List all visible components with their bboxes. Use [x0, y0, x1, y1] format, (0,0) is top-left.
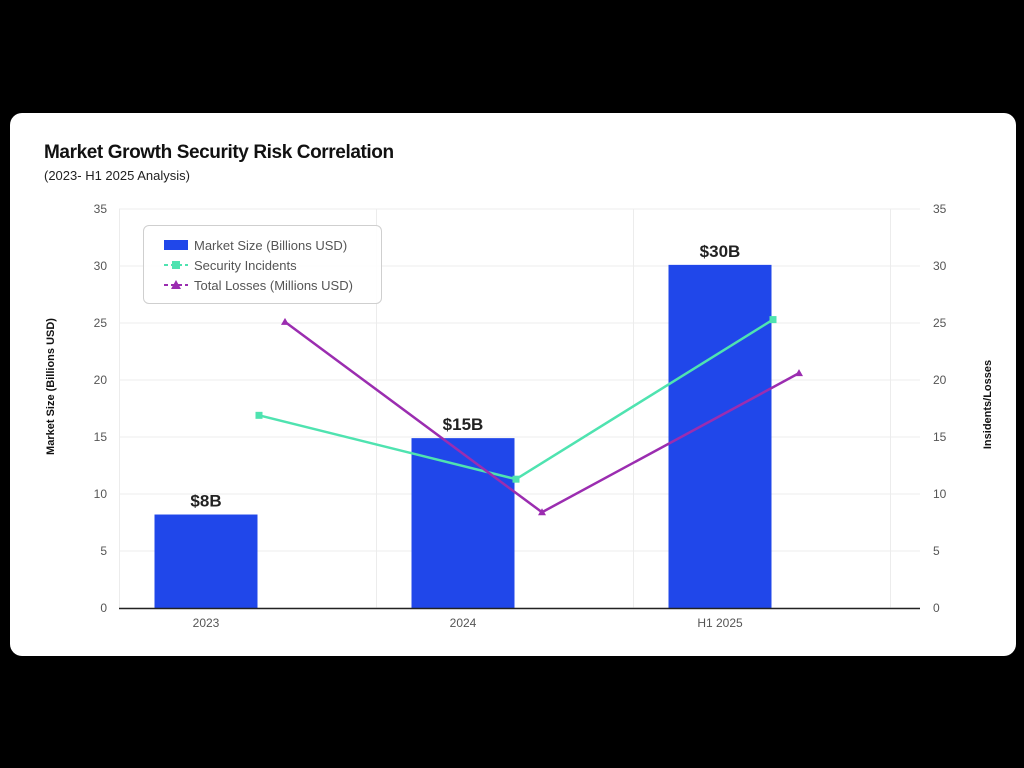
y-tick-label-left: 30: [94, 259, 108, 273]
y-tick-label-left: 10: [94, 487, 108, 501]
x-tick-label: 2024: [450, 616, 477, 630]
y-tick-label-right: 0: [933, 601, 940, 615]
legend-item-security-incidents[interactable]: Security Incidents: [164, 256, 297, 274]
chart-card: Market Growth Security Risk Correlation …: [10, 113, 1016, 656]
legend: Market Size (Billions USD) Security Inci…: [143, 225, 382, 304]
bar-data-label: $30B: [700, 242, 741, 261]
point-square-marker: [512, 475, 520, 483]
y-tick-label-left: 25: [94, 316, 108, 330]
legend-item-total-losses[interactable]: Total Losses (Millions USD): [164, 276, 353, 294]
bar-data-label: $15B: [443, 415, 484, 434]
y-tick-label-right: 20: [933, 373, 947, 387]
chart-subtitle: (2023- H1 2025 Analysis): [44, 168, 190, 183]
label-layer: $8B $15B $30B: [190, 242, 740, 511]
y-tick-label-left: 5: [100, 544, 107, 558]
point-triangle-marker: [795, 369, 803, 377]
point-triangle-marker: [538, 508, 546, 516]
legend-label: Market Size (Billions USD): [194, 237, 348, 253]
y-tick-label-right: 10: [933, 487, 947, 501]
point-square-marker: [769, 316, 777, 324]
bar-data-label: $8B: [190, 492, 221, 511]
legend-bar-swatch-icon: [164, 240, 188, 250]
combo-chart: 0 5 10 15 20 25 30 35 0 5 10 15 20 25 30 35 2023 2024 H1 2…: [45, 202, 994, 630]
y-tick-label-right: 5: [933, 544, 940, 558]
y-tick-label-left: 35: [94, 202, 108, 216]
bar-layer: [154, 264, 772, 608]
legend-label: Security Incidents: [194, 257, 297, 273]
y-tick-label-left: 15: [94, 430, 108, 444]
legend-item-market-size[interactable]: Market Size (Billions USD): [164, 236, 347, 254]
y-tick-label-right: 15: [933, 430, 947, 444]
chart-title: Market Growth Security Risk Correlation: [44, 142, 394, 163]
y-axis-title-left: Market Size (Billions USD): [45, 318, 57, 455]
legend-label: Total Losses (Millions USD): [194, 277, 353, 293]
x-tick-label: H1 2025: [697, 616, 743, 630]
point-square-marker: [255, 411, 263, 419]
point-triangle-marker: [281, 317, 289, 325]
legend-square-marker-icon: [164, 261, 188, 269]
y-tick-label-right: 30: [933, 259, 947, 273]
y-tick-label-right: 25: [933, 316, 947, 330]
axis-layer: 0 5 10 15 20 25 30 35 0 5 10 15 20 25 30 35 2023 2024 H1 2…: [45, 202, 994, 630]
y-tick-label-left: 0: [100, 601, 107, 615]
legend-triangle-marker-icon: [164, 280, 188, 289]
bar-h1-2025: [668, 264, 772, 608]
y-tick-label-left: 20: [94, 373, 108, 387]
x-tick-label: 2023: [193, 616, 220, 630]
y-axis-title-right: Insidents/Losses: [982, 360, 994, 449]
line-layer: [255, 316, 803, 516]
bar-2023: [154, 514, 258, 608]
bar-2024: [411, 438, 515, 608]
y-tick-label-right: 35: [933, 202, 947, 216]
